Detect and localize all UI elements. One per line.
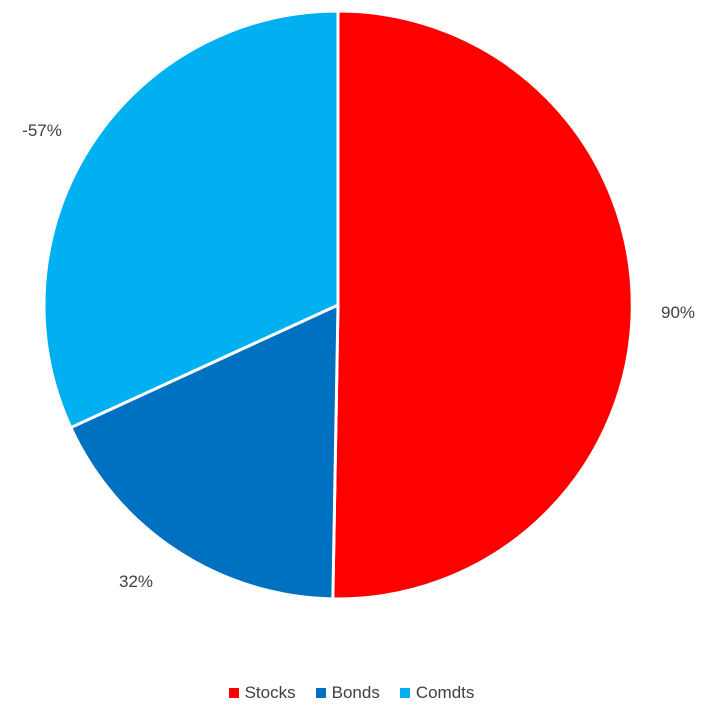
legend-swatch-bonds bbox=[315, 688, 326, 698]
data-label-bonds: 32% bbox=[119, 572, 153, 591]
data-label-comdts: -57% bbox=[22, 121, 62, 140]
pie-slices bbox=[42, 9, 634, 601]
data-label-stocks: 90% bbox=[661, 303, 695, 322]
legend-item-comdts[interactable]: Comdts bbox=[399, 683, 475, 703]
pie-slice-stocks[interactable] bbox=[331, 9, 634, 601]
legend-label-bonds: Bonds bbox=[331, 683, 380, 702]
legend-label-stocks: Stocks bbox=[244, 683, 296, 702]
legend-swatch-comdts bbox=[399, 688, 410, 698]
legend: Stocks Bonds Comdts bbox=[0, 683, 703, 703]
legend-item-stocks[interactable]: Stocks bbox=[228, 683, 296, 703]
pie-slice-comdts[interactable] bbox=[42, 9, 340, 430]
legend-swatch-stocks bbox=[228, 688, 239, 698]
pie-slice-bonds[interactable] bbox=[69, 303, 340, 601]
pie-data-labels: 90% 32% -57% bbox=[22, 121, 695, 591]
legend-label-comdts: Comdts bbox=[415, 683, 475, 702]
legend-item-bonds[interactable]: Bonds bbox=[315, 683, 380, 703]
